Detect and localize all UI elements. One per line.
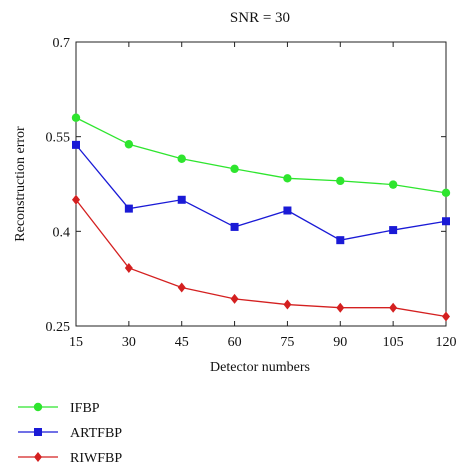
data-point-riwfbp — [442, 311, 450, 322]
data-point-artfbp — [283, 206, 292, 215]
data-point-riwfbp — [124, 262, 133, 273]
legend-marker-ifbp — [33, 402, 43, 412]
data-point-artfbp — [72, 140, 80, 149]
data-point-artfbp — [177, 195, 186, 204]
plot-area: 15 30 45 60 75 90 105 120 0.25 0.4 0.55 0.7 — [46, 36, 457, 350]
x-tick-label: 15 — [69, 335, 83, 350]
y-axis-label: Reconstruction error — [13, 126, 28, 242]
x-tick-label: 120 — [436, 335, 457, 350]
data-point-riwfbp — [230, 293, 239, 304]
y-tick-label: 0.4 — [53, 225, 71, 240]
plot-frame — [75, 41, 447, 327]
legend-label-ifbp: IFBP — [70, 401, 100, 416]
series-line-ifbp — [75, 117, 447, 194]
data-point-riwfbp — [177, 282, 186, 293]
x-tick-label: 60 — [228, 335, 242, 350]
legend-label-artfbp: ARTFBP — [70, 426, 122, 441]
chart-title: SNR = 30 — [230, 10, 290, 26]
data-point-artfbp — [389, 226, 398, 235]
y-tick-label: 0.25 — [46, 320, 71, 335]
y-tick-label: 0.7 — [53, 36, 71, 51]
data-point-riwfbp — [72, 194, 80, 205]
data-point-artfbp — [442, 217, 450, 226]
data-point-ifbp — [71, 113, 81, 122]
data-point-ifbp — [230, 164, 239, 174]
series-line-riwfbp — [75, 199, 447, 318]
x-tick-label: 45 — [175, 335, 189, 350]
data-point-ifbp — [283, 174, 292, 183]
data-point-ifbp — [124, 140, 134, 149]
data-point-artfbp — [336, 236, 345, 245]
series-line-artfbp — [75, 144, 447, 241]
x-tick-label: 30 — [122, 335, 136, 350]
x-tick-label: 105 — [383, 335, 404, 350]
data-point-ifbp — [336, 176, 345, 186]
legend: IFBP ARTFBP RIWFBP — [18, 401, 122, 464]
x-tick-label: 75 — [280, 335, 294, 350]
legend-marker-riwfbp — [34, 452, 42, 462]
x-axis-label: Detector numbers — [210, 360, 310, 375]
y-tick-label: 0.55 — [46, 131, 71, 146]
data-point-artfbp — [230, 222, 239, 231]
data-point-riwfbp — [389, 302, 398, 313]
x-tick-label: 90 — [333, 335, 347, 350]
data-point-ifbp — [388, 180, 398, 189]
data-point-artfbp — [124, 204, 133, 213]
data-point-riwfbp — [336, 302, 345, 313]
data-point-ifbp — [177, 154, 186, 163]
legend-label-riwfbp: RIWFBP — [70, 451, 122, 464]
legend-marker-artfbp — [34, 428, 42, 436]
data-point-ifbp — [441, 188, 451, 198]
data-point-riwfbp — [283, 299, 292, 310]
